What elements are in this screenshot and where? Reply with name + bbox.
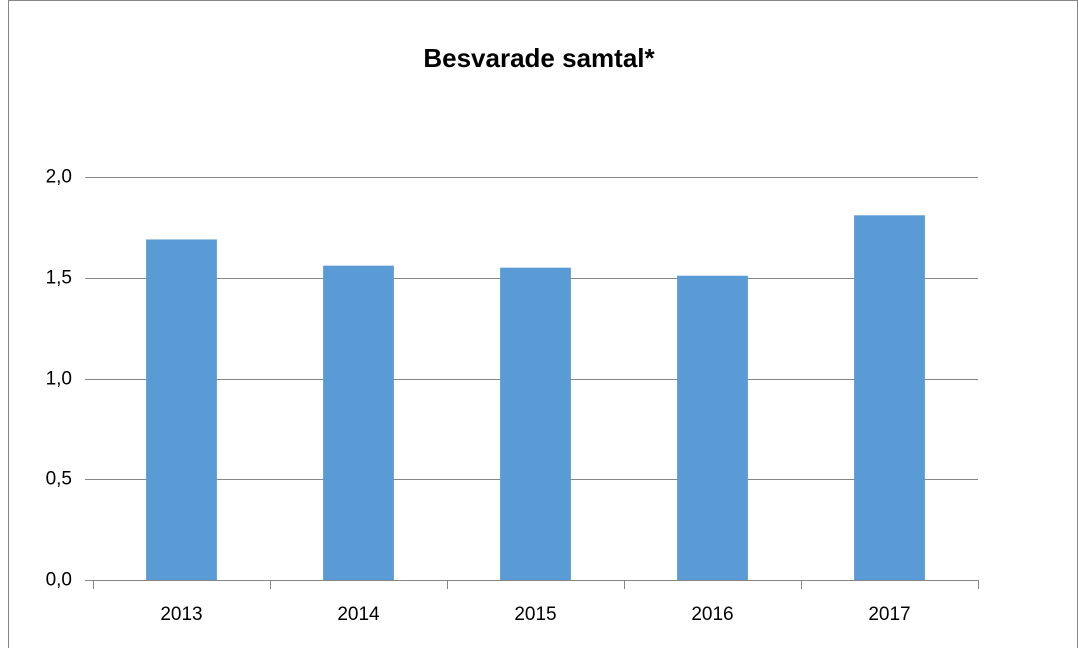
y-tick-label: 0,5 — [46, 469, 72, 490]
y-tick-label: 1,0 — [46, 369, 72, 390]
bar — [323, 265, 394, 580]
y-tick-label: 2,0 — [46, 167, 72, 188]
bar — [500, 267, 571, 580]
y-tick-label: 1,5 — [46, 268, 72, 289]
x-tick-label: 2016 — [691, 604, 733, 625]
x-tick-label: 2013 — [160, 604, 202, 625]
x-tick-label: 2015 — [514, 604, 556, 625]
bar — [146, 239, 217, 580]
bar — [677, 275, 748, 580]
x-tick-label: 2014 — [337, 604, 380, 625]
y-tick-label: 0,0 — [46, 570, 72, 591]
x-tick-label: 2017 — [868, 604, 910, 625]
chart-title: Besvarade samtal* — [423, 43, 655, 73]
bar — [854, 215, 925, 580]
